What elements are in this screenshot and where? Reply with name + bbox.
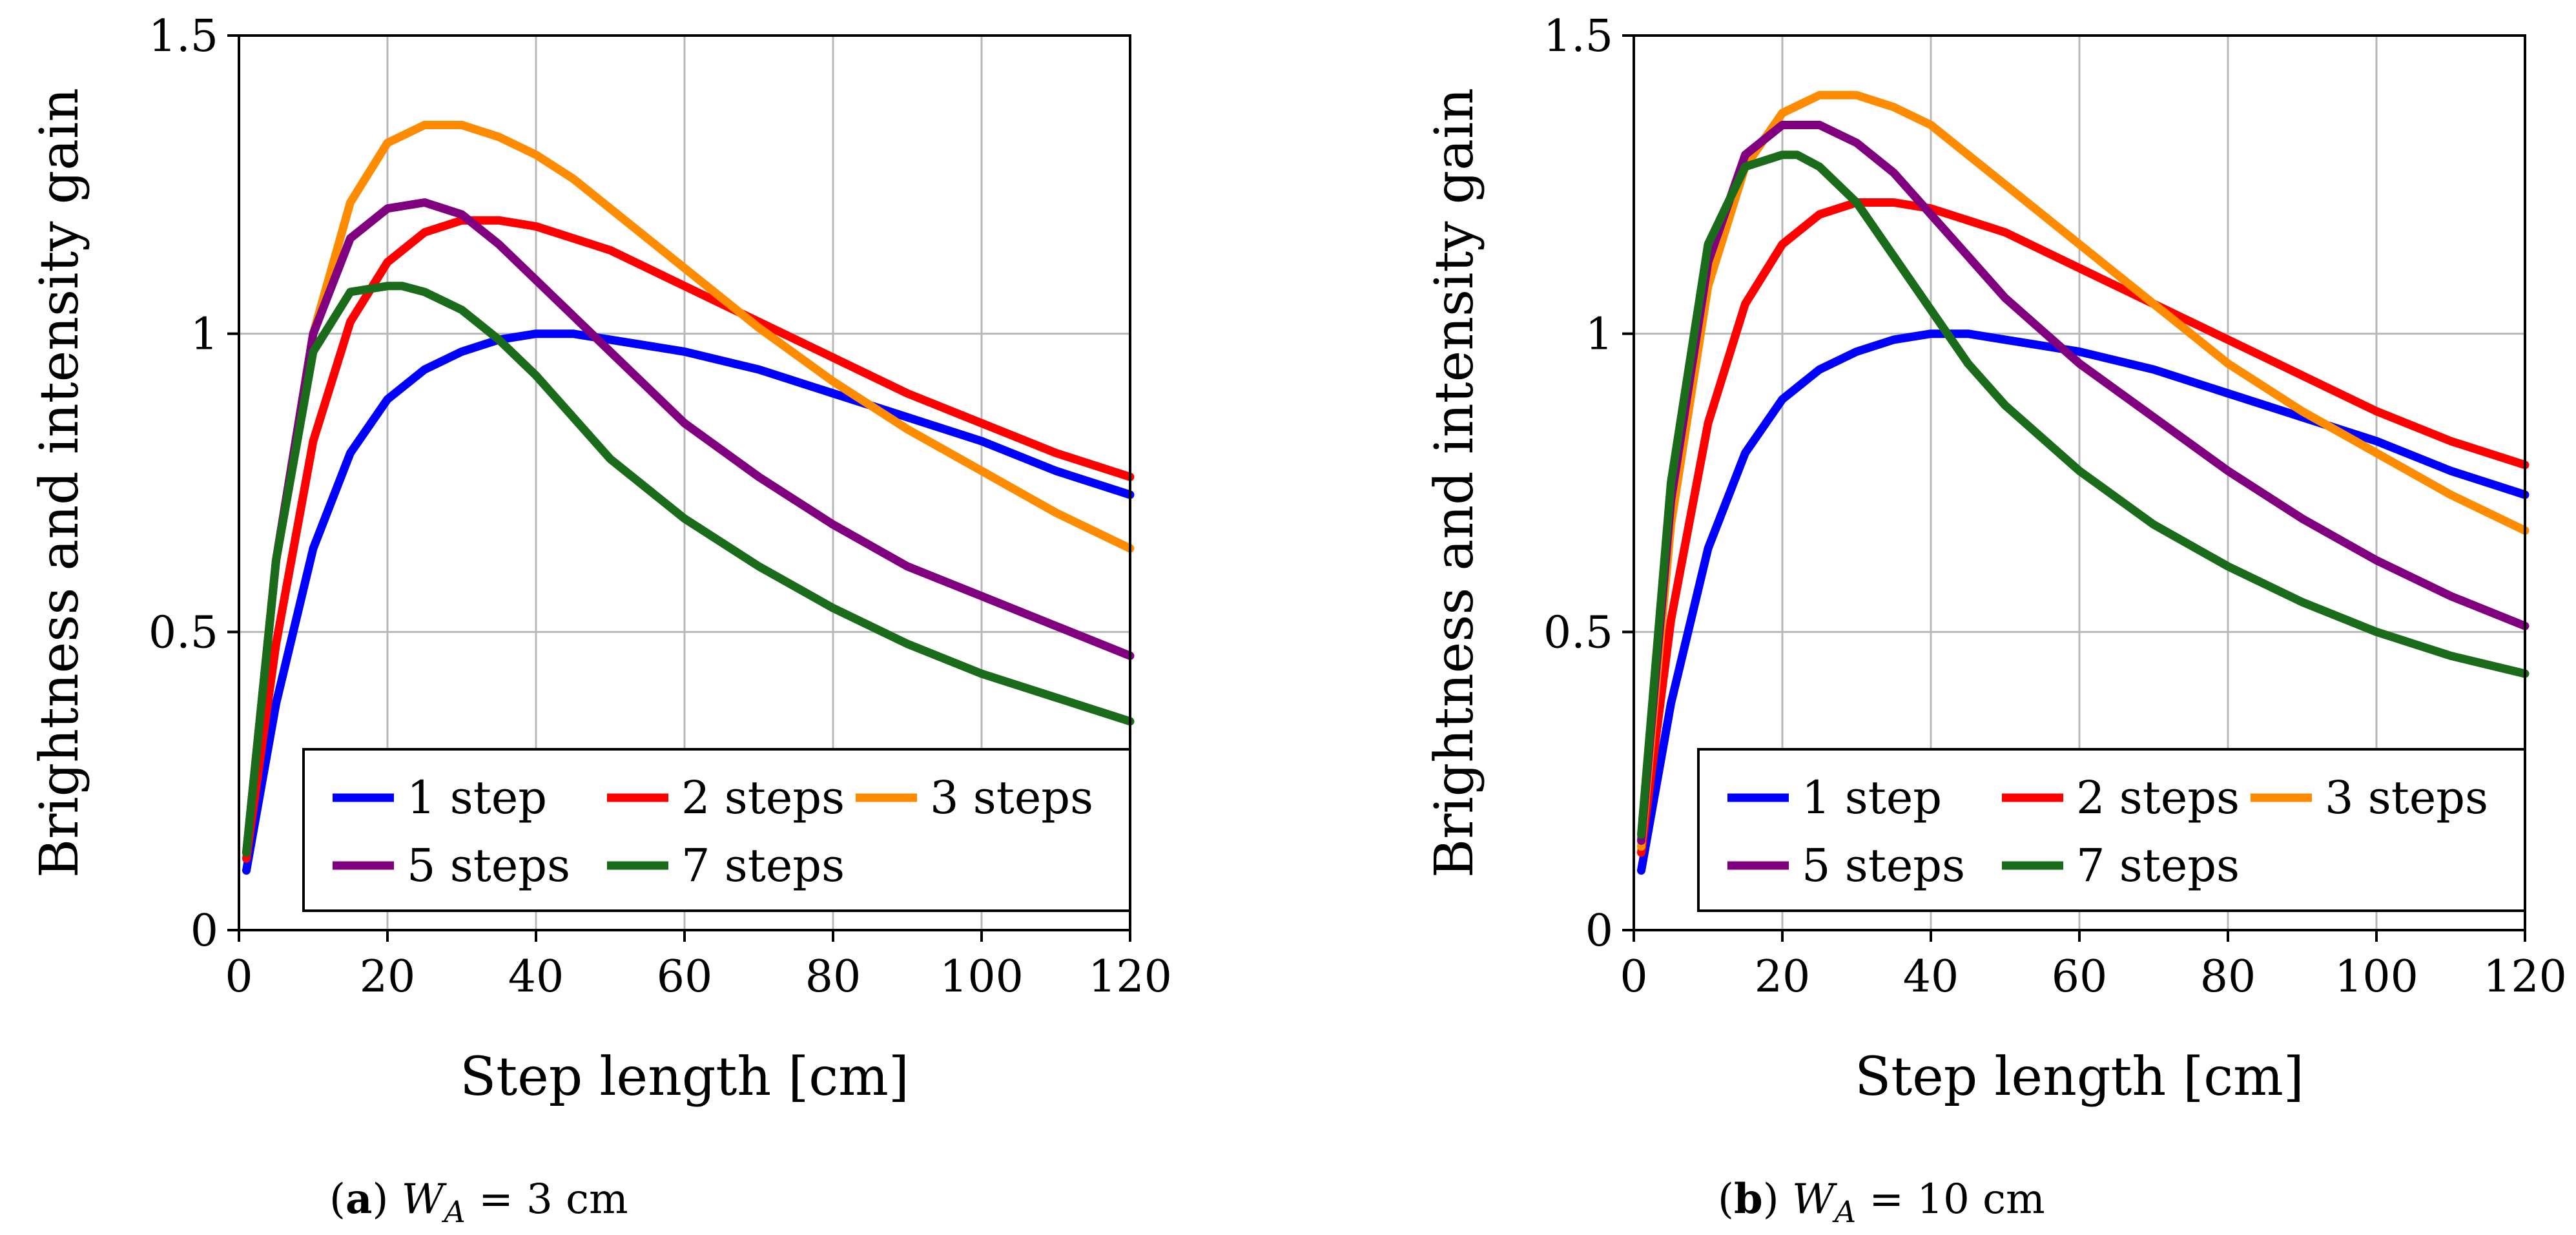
series-line-3-steps — [242, 121, 1135, 857]
caption-letter: b — [1734, 1175, 1763, 1223]
legend-label: 7 steps — [2076, 839, 2240, 892]
series-line-2-steps — [1637, 198, 2530, 857]
legend-label: 3 steps — [2325, 771, 2488, 824]
y-tick-label: 1 — [1585, 309, 1613, 360]
caption-variable: W — [1792, 1176, 1838, 1223]
caption-subscript: A — [442, 1194, 466, 1229]
x-tick-label: 20 — [1755, 951, 1811, 1002]
legend-label: 5 steps — [407, 839, 570, 892]
y-axis-title: Brightness and intensity gain — [29, 88, 90, 878]
chart-panel-b: 0 20 40 60 80 100 120 0 0.5 1 1.5 Step length [cm] B… — [1424, 11, 2567, 1229]
y-axis-title: Brightness and intensity gain — [1424, 88, 1485, 878]
x-tick-label: 60 — [657, 951, 713, 1002]
y-tick-label: 1.5 — [1543, 11, 1613, 62]
x-tick-label: 60 — [2052, 951, 2108, 1002]
y-tick-label: 0 — [191, 906, 218, 957]
caption-open: ( — [1718, 1176, 1734, 1223]
x-tick-label: 100 — [2334, 951, 2418, 1002]
legend-label: 1 step — [1802, 771, 1942, 824]
x-tick-label: 0 — [225, 951, 252, 1002]
y-tick-label: 0 — [1585, 906, 1613, 957]
series-line-7-steps — [242, 282, 1135, 857]
caption-value: = 3 cm — [466, 1176, 628, 1223]
x-tick-label: 40 — [508, 951, 564, 1002]
panel-caption: (a) WA = 3 cm — [329, 1175, 628, 1229]
y-tick-label: 0.5 — [149, 607, 218, 658]
series-line-7-steps — [1637, 150, 2530, 839]
x-axis-title: Step length [cm] — [460, 1046, 909, 1108]
x-tick-label: 120 — [1088, 951, 1172, 1002]
legend-label: 3 steps — [930, 771, 1093, 824]
x-tick-label: 0 — [1620, 951, 1647, 1002]
y-tick-label: 1 — [191, 309, 218, 360]
y-tick-label: 0.5 — [1543, 607, 1613, 658]
legend-box — [1697, 748, 2526, 912]
series-line-5-steps — [242, 198, 1135, 857]
legend-box — [302, 748, 1131, 912]
x-tick-label: 100 — [940, 951, 1024, 1002]
legend-label: 2 steps — [2076, 771, 2240, 824]
legend-label: 5 steps — [1802, 839, 1965, 892]
x-tick-label: 120 — [2483, 951, 2567, 1002]
caption-close: ) — [372, 1176, 401, 1223]
caption-letter: a — [345, 1175, 372, 1223]
legend-label: 1 step — [407, 771, 547, 824]
caption-subscript: A — [1832, 1194, 1856, 1229]
caption-open: ( — [329, 1176, 345, 1223]
panel-caption: (b) WA = 10 cm — [1718, 1175, 2045, 1229]
x-tick-label: 80 — [2200, 951, 2256, 1002]
caption-close: ) — [1763, 1176, 1792, 1223]
chart-panel-a: 0 20 40 60 80 100 120 0 0.5 1 1.5 Step length [cm] B… — [29, 11, 1172, 1229]
x-tick-label: 20 — [360, 951, 416, 1002]
x-tick-label: 40 — [1903, 951, 1959, 1002]
series-line-5-steps — [1637, 121, 2530, 845]
y-tick-label: 1.5 — [149, 11, 218, 62]
series-line-1-step — [242, 329, 1135, 875]
x-axis-title: Step length [cm] — [1855, 1046, 2304, 1108]
x-tick-label: 80 — [805, 951, 861, 1002]
legend-label: 7 steps — [681, 839, 845, 892]
legend-label: 2 steps — [681, 771, 845, 824]
series-line-2-steps — [242, 216, 1135, 863]
caption-value: = 10 cm — [1856, 1176, 2045, 1223]
caption-variable: W — [402, 1176, 448, 1223]
